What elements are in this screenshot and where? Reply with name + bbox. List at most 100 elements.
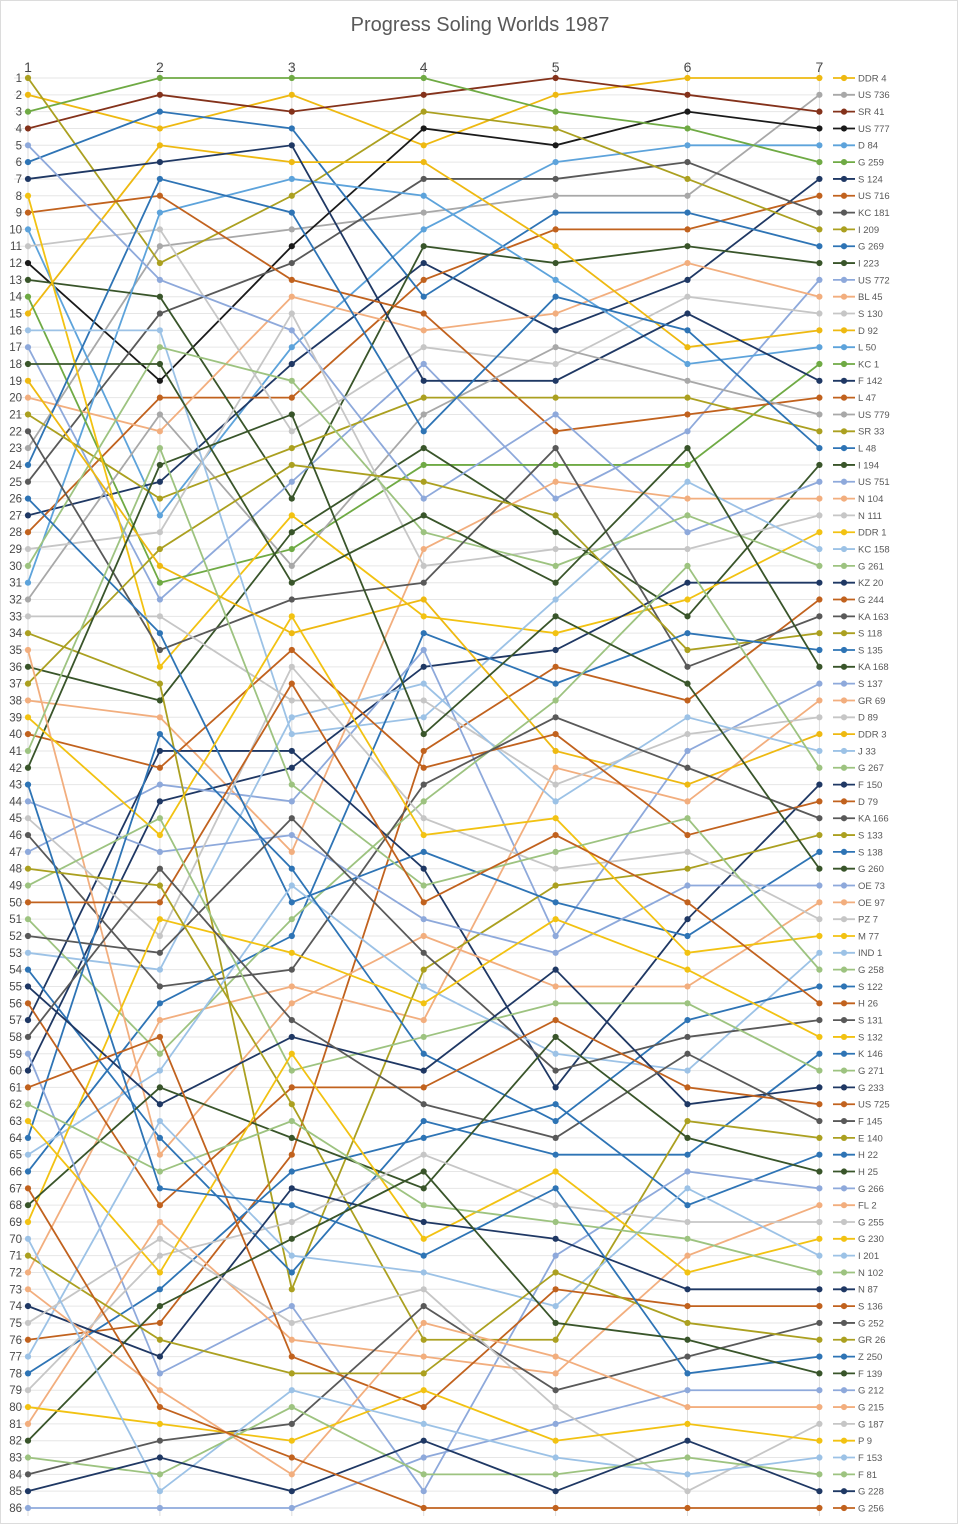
svg-text:69: 69 — [9, 1217, 22, 1229]
svg-text:41: 41 — [9, 746, 22, 758]
svg-text:36: 36 — [9, 662, 22, 674]
svg-text:23: 23 — [9, 443, 22, 455]
svg-text:G 230: G 230 — [858, 1234, 884, 1245]
svg-text:3: 3 — [16, 107, 22, 119]
svg-text:51: 51 — [9, 914, 22, 926]
svg-text:14: 14 — [9, 292, 22, 304]
svg-text:DDR 1: DDR 1 — [858, 528, 887, 539]
svg-text:PZ 7: PZ 7 — [858, 915, 878, 926]
svg-text:46: 46 — [9, 830, 22, 842]
svg-text:86: 86 — [9, 1503, 22, 1515]
svg-text:S 124: S 124 — [858, 174, 883, 185]
svg-text:40: 40 — [9, 729, 22, 741]
svg-text:P 9: P 9 — [858, 1436, 872, 1447]
svg-text:F 139: F 139 — [858, 1369, 882, 1380]
svg-text:L 48: L 48 — [858, 444, 876, 455]
svg-text:KC 181: KC 181 — [858, 208, 890, 219]
svg-text:78: 78 — [9, 1368, 22, 1380]
svg-text:70: 70 — [9, 1234, 22, 1246]
svg-text:34: 34 — [9, 628, 22, 640]
svg-text:S 130: S 130 — [858, 309, 883, 320]
svg-text:G 258: G 258 — [858, 965, 884, 976]
svg-text:59: 59 — [9, 1049, 22, 1061]
svg-text:N 87: N 87 — [858, 1285, 878, 1296]
svg-text:49: 49 — [9, 881, 22, 893]
svg-text:G 260: G 260 — [858, 864, 884, 875]
svg-text:17: 17 — [9, 342, 22, 354]
svg-text:61: 61 — [9, 1082, 22, 1094]
svg-text:US 716: US 716 — [858, 191, 890, 202]
svg-text:54: 54 — [9, 965, 22, 977]
svg-text:32: 32 — [9, 595, 22, 607]
svg-text:F 145: F 145 — [858, 1116, 882, 1127]
svg-text:Z 250: Z 250 — [858, 1352, 882, 1363]
svg-text:I 223: I 223 — [858, 258, 879, 269]
svg-text:US 779: US 779 — [858, 410, 890, 421]
svg-text:25: 25 — [9, 477, 22, 489]
svg-text:24: 24 — [9, 460, 22, 472]
svg-text:G 244: G 244 — [858, 595, 884, 606]
svg-text:39: 39 — [9, 712, 22, 724]
svg-text:21: 21 — [9, 409, 22, 421]
svg-text:5: 5 — [552, 59, 560, 75]
svg-text:M 77: M 77 — [858, 931, 879, 942]
svg-text:G 255: G 255 — [858, 1217, 884, 1228]
svg-text:DDR 4: DDR 4 — [858, 73, 887, 84]
svg-text:I 194: I 194 — [858, 460, 879, 471]
svg-text:F 150: F 150 — [858, 780, 882, 791]
svg-text:7: 7 — [16, 174, 22, 186]
svg-text:10: 10 — [9, 224, 22, 236]
svg-text:6: 6 — [16, 157, 22, 169]
svg-text:E 140: E 140 — [858, 1133, 883, 1144]
svg-text:US 736: US 736 — [858, 90, 890, 101]
svg-text:F 153: F 153 — [858, 1453, 882, 1464]
svg-text:H 26: H 26 — [858, 999, 878, 1010]
svg-text:G 267: G 267 — [858, 763, 884, 774]
svg-text:84: 84 — [9, 1469, 22, 1481]
svg-text:S 136: S 136 — [858, 1302, 883, 1313]
svg-text:81: 81 — [9, 1419, 22, 1431]
svg-text:N 104: N 104 — [858, 494, 883, 505]
svg-text:2: 2 — [156, 59, 164, 75]
svg-text:62: 62 — [9, 1099, 22, 1111]
svg-text:43: 43 — [9, 780, 22, 792]
svg-text:8: 8 — [16, 191, 22, 203]
svg-text:48: 48 — [9, 864, 22, 876]
svg-text:GR 69: GR 69 — [858, 696, 885, 707]
svg-text:12: 12 — [9, 258, 22, 270]
svg-text:42: 42 — [9, 763, 22, 775]
svg-text:65: 65 — [9, 1150, 22, 1162]
svg-text:57: 57 — [9, 1015, 22, 1027]
svg-text:F 81: F 81 — [858, 1470, 877, 1481]
svg-text:S 122: S 122 — [858, 982, 883, 993]
svg-text:OE 97: OE 97 — [858, 898, 885, 909]
svg-text:SR 41: SR 41 — [858, 107, 884, 118]
svg-text:77: 77 — [9, 1352, 22, 1364]
svg-text:31: 31 — [9, 578, 22, 590]
svg-text:US 777: US 777 — [858, 124, 890, 135]
svg-text:79: 79 — [9, 1385, 22, 1397]
svg-text:13: 13 — [9, 275, 22, 287]
svg-text:75: 75 — [9, 1318, 22, 1330]
svg-text:47: 47 — [9, 847, 22, 859]
svg-text:68: 68 — [9, 1200, 22, 1212]
svg-text:G 187: G 187 — [858, 1419, 884, 1430]
svg-text:BL 45: BL 45 — [858, 292, 882, 303]
svg-text:16: 16 — [9, 325, 22, 337]
svg-text:73: 73 — [9, 1284, 22, 1296]
svg-text:26: 26 — [9, 494, 22, 506]
svg-text:53: 53 — [9, 948, 22, 960]
svg-text:G 215: G 215 — [858, 1402, 884, 1413]
svg-text:KC 158: KC 158 — [858, 544, 890, 555]
svg-text:IND 1: IND 1 — [858, 948, 882, 959]
svg-text:D 84: D 84 — [858, 141, 878, 152]
svg-text:71: 71 — [9, 1251, 22, 1263]
svg-text:G 228: G 228 — [858, 1487, 884, 1498]
svg-text:56: 56 — [9, 998, 22, 1010]
svg-text:28: 28 — [9, 527, 22, 539]
svg-text:S 133: S 133 — [858, 830, 883, 841]
svg-text:D 79: D 79 — [858, 797, 878, 808]
svg-text:4: 4 — [16, 123, 23, 135]
svg-text:1: 1 — [24, 59, 32, 75]
svg-text:I 209: I 209 — [858, 225, 879, 236]
